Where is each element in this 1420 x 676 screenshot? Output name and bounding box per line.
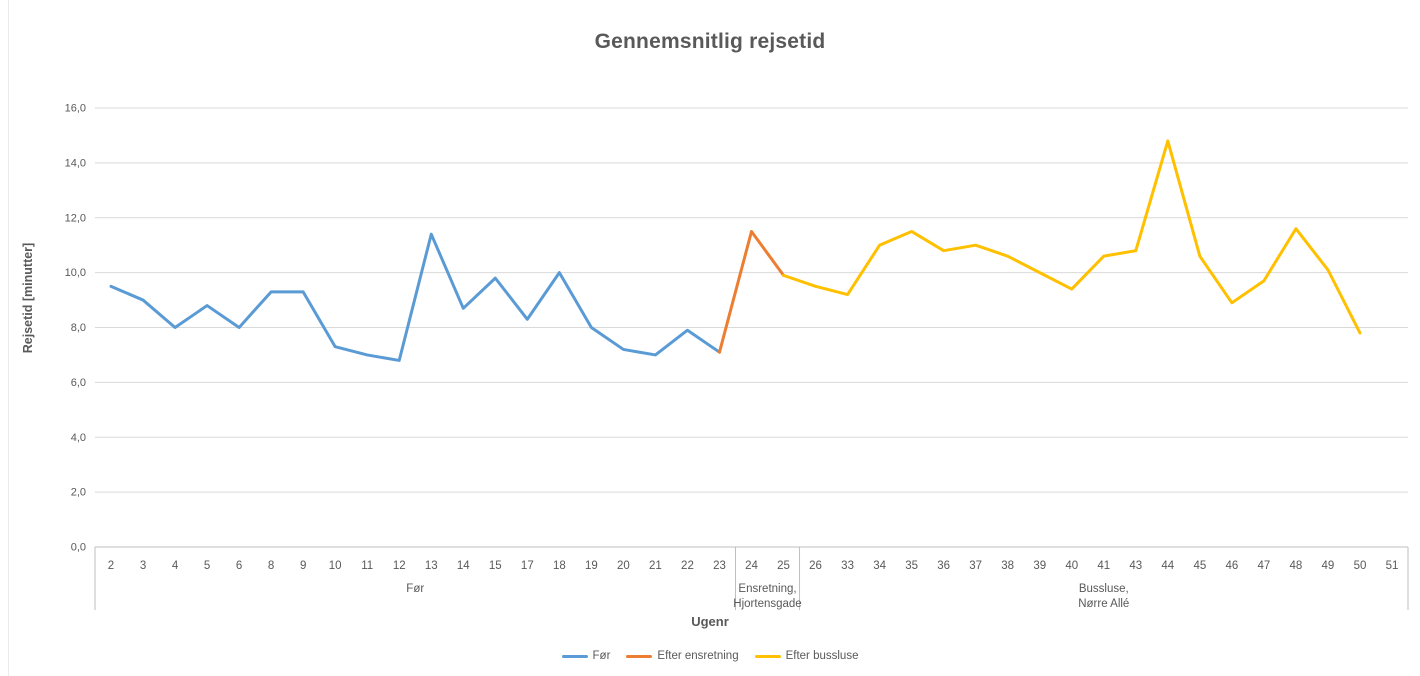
x-tick-label: 3 bbox=[140, 560, 146, 572]
x-tick-label: 36 bbox=[937, 560, 950, 572]
group-label: Ensretning, bbox=[738, 583, 796, 595]
x-tick-label: 38 bbox=[1001, 560, 1014, 572]
chart-title: Gennemsnitlig rejsetid bbox=[594, 30, 826, 53]
x-tick-label: 46 bbox=[1225, 560, 1238, 572]
x-tick-label: 9 bbox=[300, 560, 306, 572]
x-tick-label: 39 bbox=[1033, 560, 1046, 572]
y-tick-label: 0,0 bbox=[71, 542, 86, 554]
x-tick-label: 33 bbox=[841, 560, 854, 572]
x-tick-label: 26 bbox=[809, 560, 822, 572]
x-tick-label: 49 bbox=[1322, 560, 1335, 572]
x-axis-title: Ugenr bbox=[691, 614, 729, 629]
x-tick-label: 13 bbox=[425, 560, 438, 572]
legend-label: Efter ensretning bbox=[657, 650, 739, 662]
legend-item-efter-bussluse: Efter bussluse bbox=[754, 650, 859, 662]
series-line-efter-ensretning bbox=[717, 229, 786, 354]
legend-swatch bbox=[561, 654, 588, 658]
legend-item-før: Før bbox=[561, 650, 611, 662]
y-tick-label: 12,0 bbox=[65, 212, 86, 224]
x-tick-label: 6 bbox=[236, 560, 242, 572]
series-line-efter-bussluse bbox=[782, 139, 1362, 335]
x-tick-label: 51 bbox=[1386, 560, 1399, 572]
y-tick-label: 2,0 bbox=[71, 487, 86, 499]
series-line-før bbox=[109, 232, 721, 362]
x-tick-label: 25 bbox=[777, 560, 790, 572]
x-tick-label: 12 bbox=[393, 560, 406, 572]
group-label: Hjortensgade bbox=[733, 598, 801, 610]
x-tick-label: 47 bbox=[1257, 560, 1270, 572]
x-tick-label: 48 bbox=[1290, 560, 1303, 572]
x-tick-label: 41 bbox=[1097, 560, 1110, 572]
x-tick-label: 5 bbox=[204, 560, 210, 572]
y-tick-label: 16,0 bbox=[65, 103, 86, 115]
group-label: Før bbox=[406, 583, 424, 595]
x-tick-label: 22 bbox=[681, 560, 694, 572]
x-tick-label: 20 bbox=[617, 560, 630, 572]
group-label: Nørre Allé bbox=[1078, 598, 1129, 610]
legend-item-efter-ensretning: Efter ensretning bbox=[626, 650, 739, 662]
x-tick-label: 50 bbox=[1354, 560, 1367, 572]
x-tick-label: 17 bbox=[521, 560, 534, 572]
x-tick-label: 15 bbox=[489, 560, 502, 572]
y-tick-label: 10,0 bbox=[65, 267, 86, 279]
y-tick-label: 6,0 bbox=[71, 377, 86, 389]
x-tick-label: 44 bbox=[1161, 560, 1174, 572]
x-tick-label: 34 bbox=[873, 560, 886, 572]
x-tick-label: 21 bbox=[649, 560, 662, 572]
x-tick-label: 2 bbox=[108, 560, 114, 572]
x-tick-label: 10 bbox=[329, 560, 342, 572]
group-label: Bussluse, bbox=[1079, 583, 1129, 595]
legend: Før Efter ensretning Efter bussluse bbox=[0, 647, 1420, 665]
x-tick-label: 37 bbox=[969, 560, 982, 572]
x-tick-label: 11 bbox=[361, 560, 373, 572]
x-tick-label: 14 bbox=[457, 560, 470, 572]
x-tick-label: 43 bbox=[1129, 560, 1142, 572]
x-tick-label: 8 bbox=[268, 560, 274, 572]
y-tick-label: 4,0 bbox=[71, 432, 86, 444]
y-tick-label: 14,0 bbox=[65, 157, 86, 169]
x-tick-label: 40 bbox=[1065, 560, 1078, 572]
x-tick-label: 45 bbox=[1193, 560, 1206, 572]
legend-swatch bbox=[754, 654, 781, 658]
x-tick-label: 19 bbox=[585, 560, 598, 572]
y-tick-label: 8,0 bbox=[71, 322, 86, 334]
chart-left-border bbox=[8, 0, 9, 676]
x-tick-label: 35 bbox=[905, 560, 918, 572]
legend-label: Efter bussluse bbox=[785, 650, 859, 662]
legend-swatch bbox=[626, 654, 653, 658]
x-tick-label: 23 bbox=[713, 560, 726, 572]
legend-label: Før bbox=[592, 650, 611, 662]
x-tick-label: 24 bbox=[745, 560, 758, 572]
x-tick-label: 4 bbox=[172, 560, 179, 572]
x-tick-label: 18 bbox=[553, 560, 566, 572]
